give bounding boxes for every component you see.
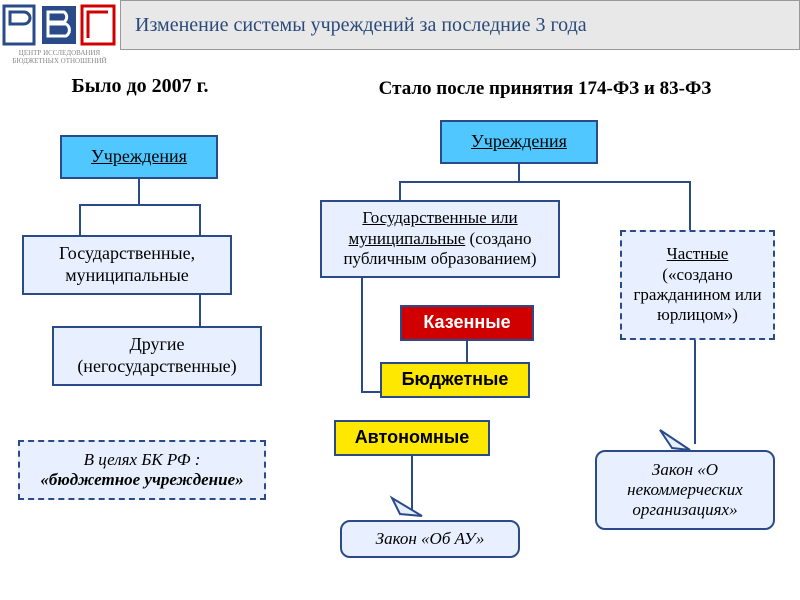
right-gov-l2: муниципальные xyxy=(349,229,466,248)
left-other-label: Другие (негосударственные) xyxy=(77,334,236,377)
logo xyxy=(2,2,117,48)
law-au-label: Закон «Об АУ» xyxy=(376,529,485,549)
right-priv-title: Частные xyxy=(667,244,729,264)
left-note-box: В целях БК РФ : «бюджетное учреждение» xyxy=(18,440,266,500)
left-other-box: Другие (негосударственные) xyxy=(52,326,262,386)
logo-caption: ЦЕНТР ИССЛЕДОВАНИЯ БЮДЖЕТНЫХ ОТНОШЕНИЙ xyxy=(2,50,117,65)
autonom-box: Автономные xyxy=(334,420,490,456)
right-gov-l1: Государственные или xyxy=(362,208,517,227)
law-nko-callout: Закон «О некоммерческих организациях» xyxy=(595,450,775,530)
law-nko-l2: некоммерческих xyxy=(627,480,743,500)
page-title: Изменение системы учреждений за последни… xyxy=(121,14,587,37)
right-priv-paren: («создано гражданином или юрлицом») xyxy=(626,265,769,326)
header-bar: Изменение системы учреждений за последни… xyxy=(120,0,800,50)
kazennye-label: Казенные xyxy=(423,312,510,334)
law-nko-l3: организациях» xyxy=(632,500,737,520)
left-root-box: Учреждения xyxy=(60,135,218,179)
left-column-title: Было до 2007 г. xyxy=(10,75,270,98)
law-nko-l1: Закон «О xyxy=(652,460,718,480)
autonom-label: Автономные xyxy=(355,427,470,449)
left-gov-box: Государственные, муниципальные xyxy=(22,235,232,295)
right-column-title: Стало после принятия 174-ФЗ и 83-ФЗ xyxy=(300,78,790,100)
budget-box: Бюджетные xyxy=(380,362,530,398)
budget-label: Бюджетные xyxy=(402,369,509,391)
law-au-callout: Закон «Об АУ» xyxy=(340,520,520,558)
kazennye-box: Казенные xyxy=(400,305,534,341)
left-note-l1: В целях БК РФ : xyxy=(84,450,201,470)
right-gov-box: Государственные или муниципальные (созда… xyxy=(320,200,560,278)
left-note-l2: «бюджетное учреждение» xyxy=(40,470,243,490)
left-gov-label: Государственные, муниципальные xyxy=(59,243,195,286)
left-root-label: Учреждения xyxy=(91,146,187,168)
right-root-label: Учреждения xyxy=(471,131,567,153)
right-private-box: Частные («создано гражданином или юрлицо… xyxy=(620,230,775,340)
right-root-box: Учреждения xyxy=(440,120,598,164)
